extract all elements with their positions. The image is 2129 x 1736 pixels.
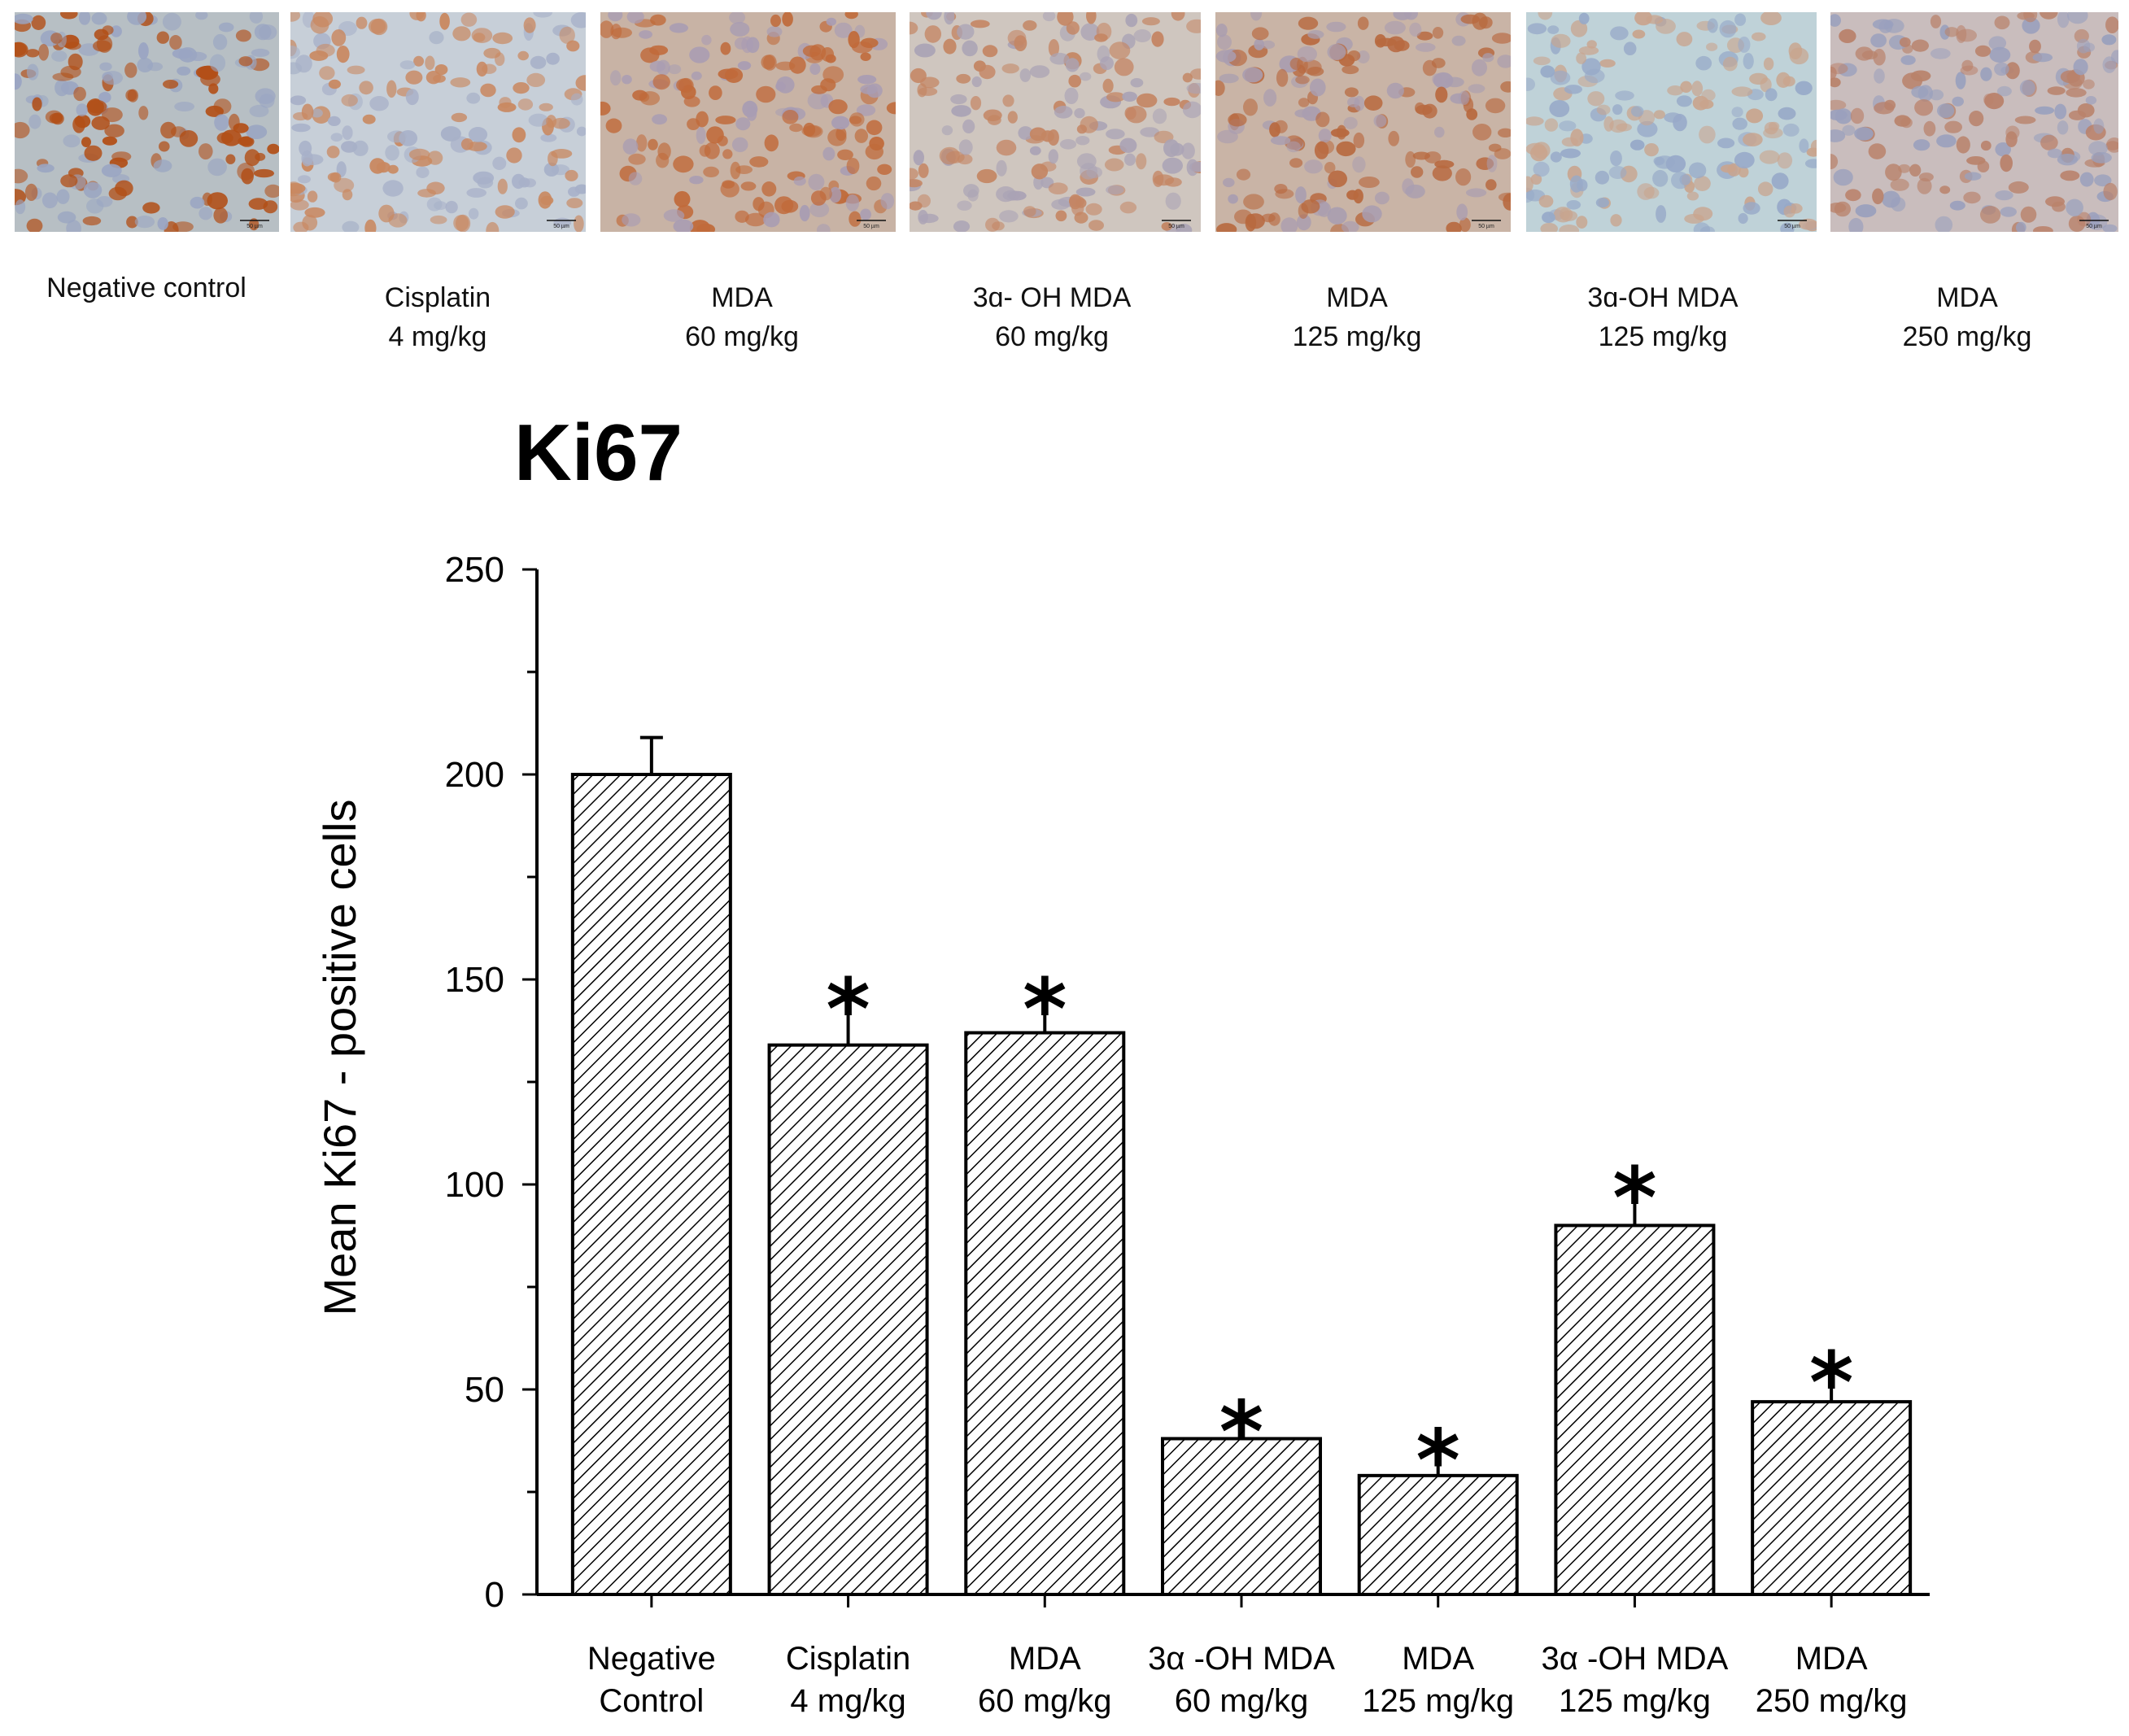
significance-marker: *: [1219, 1382, 1263, 1481]
bar: [570, 773, 732, 1596]
scale-bar-label: 50 µm: [1478, 224, 1494, 229]
micrograph-panel-1: 50 µm: [15, 12, 279, 232]
y-tick-label: 50: [465, 1370, 504, 1410]
scale-bar-label: 50 µm: [246, 224, 263, 229]
micrograph-caption-line: 60 mg/kg: [995, 321, 1109, 352]
y-axis-label: Mean Ki67 - positive cells: [314, 800, 365, 1316]
micrograph-panel-4: 50 µm: [910, 12, 1201, 232]
significance-marker: *: [1809, 1333, 1853, 1433]
scale-bar-label: 50 µm: [1784, 224, 1800, 229]
micrograph-caption-line: 125 mg/kg: [1598, 321, 1728, 352]
micrograph-caption-line: 3ɑ- OH MDA: [972, 282, 1132, 313]
significance-marker: *: [1612, 1149, 1656, 1248]
scale-bar-label: 50 µm: [1168, 224, 1184, 229]
x-tick-label: Control: [599, 1683, 704, 1719]
micrograph-panel-7: 50 µm: [1830, 12, 2118, 232]
micrograph-panel-5: 50 µm: [1215, 12, 1511, 232]
micrograph-panel-2: 50 µm: [290, 12, 586, 232]
micrograph-caption-line: MDA: [711, 282, 773, 313]
micrograph-caption-line: 250 mg/kg: [1902, 321, 2032, 352]
x-tick-label: 3α -OH MDA: [1148, 1641, 1335, 1677]
x-tick-label: 250 mg/kg: [1756, 1683, 1908, 1719]
micrograph-caption-line: 125 mg/kg: [1292, 321, 1422, 352]
significance-marker: *: [1023, 960, 1067, 1059]
micrograph-caption-line: MDA: [1326, 282, 1388, 313]
micrograph-panel-6: 50 µm: [1526, 12, 1817, 232]
y-tick-label: 0: [485, 1575, 504, 1615]
x-tick-label: 3α -OH MDA: [1542, 1641, 1729, 1677]
significance-marker: *: [826, 960, 870, 1059]
micrograph-caption-line: 60 mg/kg: [685, 321, 799, 352]
bar: [964, 1031, 1126, 1596]
scale-bar-label: 50 µm: [863, 224, 879, 229]
micrograph-caption: MDA 250 mg/kg: [1813, 278, 2122, 356]
micrograph-caption-line: 3ɑ-OH MDA: [1587, 282, 1739, 313]
y-tick-label: 200: [445, 755, 504, 795]
micrograph-caption: Cisplatin 4 mg/kg: [283, 278, 592, 356]
x-tick-label: 60 mg/kg: [1175, 1683, 1309, 1719]
significance-marker: *: [1416, 1411, 1460, 1511]
x-tick-label: 125 mg/kg: [1559, 1683, 1711, 1719]
x-tick-label: 125 mg/kg: [1362, 1683, 1514, 1719]
x-tick-label: 60 mg/kg: [978, 1683, 1112, 1719]
micrograph-caption-line: 4 mg/kg: [388, 321, 487, 352]
bar: [1554, 1223, 1716, 1597]
micrograph-caption: 3ɑ- OH MDA 60 mg/kg: [897, 278, 1206, 356]
micrograph-caption-line: Negative control: [46, 273, 246, 303]
bar: [1161, 1437, 1322, 1596]
x-tick-label: Cisplatin: [786, 1641, 910, 1677]
y-tick-label: 250: [445, 550, 504, 590]
bar: [1751, 1400, 1913, 1596]
y-tick-label: 150: [445, 960, 504, 1000]
bar: [767, 1043, 929, 1596]
x-tick-label: MDA: [1009, 1641, 1081, 1677]
scale-bar-label: 50 µm: [2086, 224, 2102, 229]
scale-bar-label: 50 µm: [553, 224, 569, 229]
x-tick-label: Negative: [587, 1641, 716, 1677]
chart-title: Ki67: [514, 408, 683, 497]
micrograph-caption-line: Cisplatin: [384, 282, 491, 313]
x-tick-label: MDA: [1795, 1641, 1868, 1677]
y-tick-label: 100: [445, 1165, 504, 1205]
micrograph-caption: 3ɑ-OH MDA 125 mg/kg: [1508, 278, 1817, 356]
x-tick-label: MDA: [1402, 1641, 1474, 1677]
micrograph-caption: Negative control: [0, 268, 301, 308]
micrograph-caption: MDA 125 mg/kg: [1202, 278, 1512, 356]
x-tick-label: 4 mg/kg: [790, 1683, 905, 1719]
micrograph-panel-3: 50 µm: [600, 12, 896, 232]
micrograph-caption-line: MDA: [1936, 282, 1998, 313]
ki67-bar-chart: Ki67 Mean Ki67 - positive cells 0 50 100 15…: [314, 408, 1930, 1719]
micrograph-caption: MDA 60 mg/kg: [587, 278, 897, 356]
